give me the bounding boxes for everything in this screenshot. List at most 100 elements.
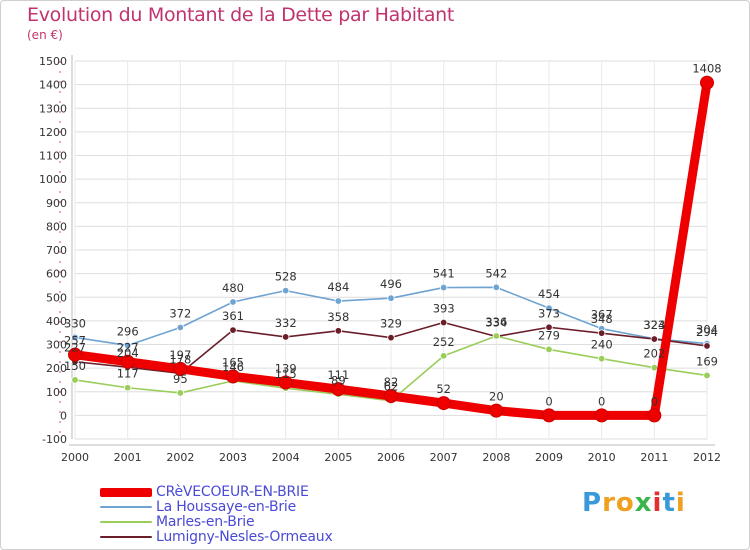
data-label: 169	[696, 354, 718, 368]
y-tick-label: 1400	[39, 79, 67, 92]
data-label: 165	[222, 355, 244, 369]
y-tick-label: 1100	[39, 150, 67, 163]
data-label: 358	[327, 310, 349, 324]
data-point	[334, 327, 343, 335]
data-point	[597, 329, 606, 337]
x-tick-label: 2005	[324, 451, 352, 464]
data-label: 178	[169, 352, 191, 366]
data-point	[229, 326, 237, 334]
legend-item-la-houssaye[interactable]: La Houssaye-en-Brie	[100, 499, 400, 515]
data-point	[226, 369, 240, 384]
data-label: 332	[275, 316, 297, 330]
data-label: 139	[275, 362, 297, 376]
data-point	[334, 297, 343, 305]
x-tick-label: 2004	[272, 451, 300, 464]
data-label: 204	[117, 346, 139, 360]
legend-item-lumigny[interactable]: Lumigny-Nesles-Ormeaux	[100, 529, 400, 545]
y-tick-label: 1200	[39, 126, 67, 139]
data-label: 0	[598, 394, 605, 408]
data-label: 480	[222, 281, 244, 295]
data-point	[545, 345, 553, 354]
data-point	[229, 298, 237, 306]
data-point	[173, 361, 188, 376]
data-label: 197	[169, 348, 191, 362]
y-tick-label: 200	[46, 362, 67, 375]
x-tick-label: 2011	[640, 451, 668, 464]
data-label: 150	[64, 359, 86, 373]
data-point	[68, 347, 82, 362]
data-point	[331, 382, 346, 397]
brand-letter: x	[634, 488, 653, 518]
data-point	[650, 363, 659, 372]
data-point	[703, 371, 711, 380]
data-label: 227	[64, 341, 86, 355]
data-label: 111	[327, 368, 349, 382]
data-label: 528	[275, 270, 297, 284]
y-tick-label: 1300	[39, 102, 67, 115]
data-label: 1408	[692, 62, 721, 76]
x-tick-label: 2012	[693, 451, 721, 464]
brand-letter: i	[652, 488, 663, 518]
data-label: 542	[485, 266, 507, 280]
data-label: 240	[591, 338, 613, 352]
data-label: 324	[643, 318, 665, 332]
legend-swatch	[100, 487, 152, 497]
chart-unit: (en €)	[27, 28, 63, 42]
data-point	[387, 294, 395, 302]
legend-item-marles[interactable]: Marles-en-Brie	[100, 514, 400, 530]
data-label: 0	[545, 394, 552, 408]
x-tick-label: 2007	[430, 451, 458, 464]
brand-logo: Proxiti	[582, 488, 686, 518]
legend-item-crevecoeur[interactable]: CRèVECOEUR-EN-BRIE	[100, 484, 400, 500]
data-label: 329	[380, 317, 402, 331]
data-point	[594, 408, 609, 423]
data-point	[123, 384, 132, 392]
data-label: 82	[384, 375, 399, 389]
data-label: 361	[222, 309, 244, 323]
data-point	[71, 333, 79, 342]
data-label: 95	[173, 372, 188, 386]
y-tick-label: 800	[46, 220, 67, 233]
legend-swatch	[100, 536, 152, 538]
x-tick-label: 2010	[588, 451, 616, 464]
data-label: 20	[489, 390, 504, 404]
brand-letter: o	[615, 488, 635, 518]
brand-letter: t	[662, 488, 676, 518]
data-label: 330	[64, 316, 86, 330]
data-point	[542, 408, 556, 423]
data-label: 372	[169, 306, 191, 320]
data-point	[700, 75, 714, 90]
data-point	[489, 403, 504, 418]
legend-swatch	[100, 506, 152, 508]
y-tick-label: 700	[46, 244, 67, 257]
data-point	[545, 323, 553, 331]
data-label: 373	[538, 306, 560, 320]
data-label: 454	[538, 287, 560, 301]
x-tick-label: 2003	[219, 451, 247, 464]
data-point	[281, 333, 290, 341]
legend-label: Marles-en-Brie	[156, 514, 255, 530]
data-label: 227	[117, 341, 139, 355]
data-label: 334	[485, 315, 507, 329]
data-label: 496	[380, 277, 402, 291]
x-tick-label: 2006	[377, 451, 405, 464]
data-label: 367	[591, 308, 613, 322]
x-tick-label: 2009	[535, 451, 563, 464]
data-label: 89	[331, 373, 346, 387]
y-tick-label: 500	[46, 291, 67, 304]
data-point	[436, 396, 451, 411]
y-tick-label: 100	[46, 386, 67, 399]
data-point	[387, 333, 395, 342]
y-tick-label: 600	[46, 268, 67, 281]
y-tick-label: 1500	[39, 55, 67, 68]
data-label: 541	[433, 267, 455, 281]
data-point	[120, 354, 135, 369]
y-tick-label: 900	[46, 197, 67, 210]
data-label: 257	[64, 334, 86, 348]
x-tick-label: 2000	[61, 451, 89, 464]
data-label: 296	[117, 324, 139, 338]
y-tick-label: -100	[42, 433, 67, 446]
legend-label: Lumigny-Nesles-Ormeaux	[156, 529, 333, 545]
legend-label: La Houssaye-en-Brie	[156, 499, 297, 515]
